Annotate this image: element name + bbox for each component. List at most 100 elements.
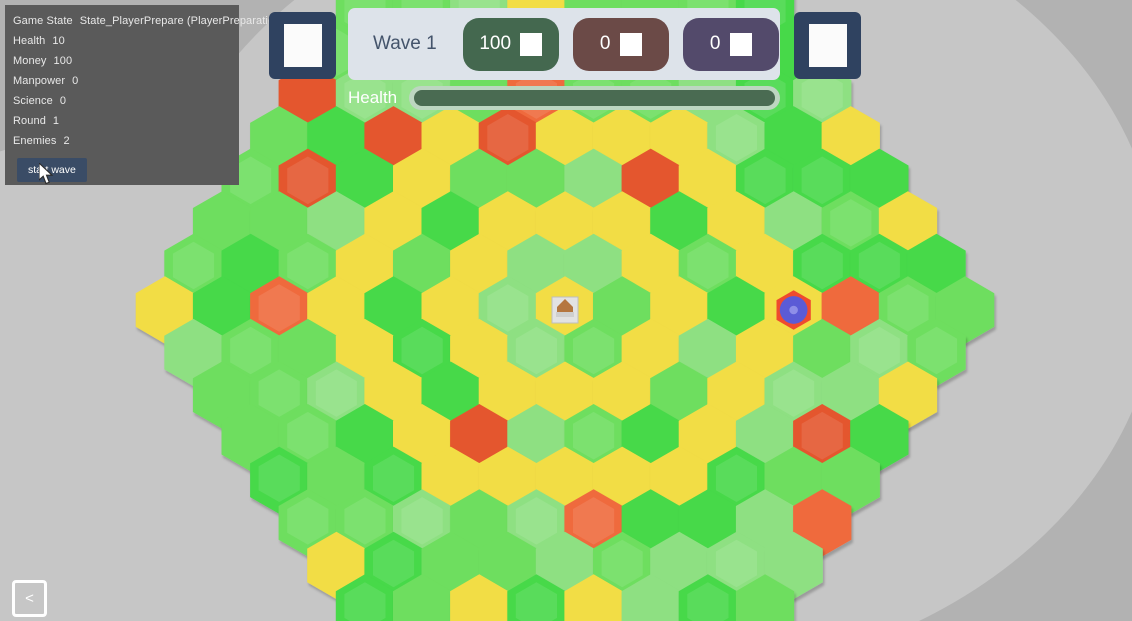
hex-tile[interactable]	[278, 489, 337, 557]
hex-tile[interactable]	[650, 106, 709, 174]
hex-tile[interactable]	[507, 148, 566, 216]
hex-tile[interactable]	[335, 148, 395, 216]
hex-tile[interactable]	[364, 361, 423, 429]
hex-tile[interactable]	[364, 531, 423, 600]
hex-tile[interactable]	[393, 574, 452, 621]
hex-tile[interactable]	[335, 233, 395, 302]
hex-tile[interactable]	[878, 191, 938, 259]
hex-tile[interactable]	[250, 361, 309, 429]
hex-tile[interactable]	[564, 404, 623, 472]
hex-tile[interactable]	[307, 191, 366, 259]
hex-tile[interactable]	[535, 446, 595, 514]
hex-tile[interactable]	[450, 148, 509, 216]
hex-tile[interactable]	[707, 191, 766, 259]
hex-tile[interactable]	[307, 106, 366, 174]
hex-tile[interactable]	[650, 446, 709, 514]
hex-tile[interactable]	[450, 233, 509, 302]
hex-tile[interactable]	[393, 148, 452, 216]
hex-tile[interactable]	[278, 318, 337, 387]
hex-tile[interactable]	[593, 531, 652, 600]
hex-tile[interactable]	[850, 148, 909, 216]
hud-left-square-button[interactable]	[269, 12, 336, 79]
resource-pill-science[interactable]: 0	[682, 17, 779, 71]
hex-tile[interactable]	[793, 404, 852, 472]
hex-tile[interactable]	[478, 531, 537, 600]
hex-tile[interactable]	[192, 276, 252, 344]
hex-tile[interactable]	[421, 531, 480, 600]
hex-tile[interactable]	[678, 148, 737, 216]
hex-tile[interactable]	[678, 489, 737, 557]
hex-tile[interactable]	[450, 318, 509, 387]
hex-tile[interactable]	[278, 404, 337, 472]
hex-tile[interactable]	[793, 233, 852, 302]
hex-tile[interactable]	[850, 318, 909, 387]
hex-tile[interactable]	[735, 148, 795, 216]
hex-tile[interactable]	[707, 361, 766, 429]
hex-tile[interactable]	[421, 446, 480, 514]
hex-tile[interactable]	[907, 233, 966, 302]
hex-tile[interactable]	[621, 318, 680, 387]
hex-tile[interactable]	[793, 63, 852, 131]
hex-tile[interactable]	[278, 63, 337, 131]
hex-tile[interactable]	[764, 446, 823, 514]
hex-tile[interactable]	[764, 361, 823, 429]
hex-tile[interactable]	[335, 404, 395, 472]
hex-tile[interactable]	[907, 318, 966, 387]
hex-tile[interactable]	[164, 318, 223, 387]
hex-tile[interactable]	[364, 191, 423, 259]
hex-tile[interactable]	[678, 318, 737, 387]
hex-tile[interactable]	[707, 531, 766, 600]
hex-tile[interactable]	[650, 361, 709, 429]
hex-tile[interactable]	[335, 489, 395, 557]
hex-tile[interactable]	[393, 404, 452, 472]
hex-tile[interactable]	[735, 489, 795, 557]
hex-tile[interactable]	[192, 361, 252, 429]
hex-tile[interactable]	[221, 318, 280, 387]
hex-tile[interactable]	[621, 404, 680, 472]
hex-tile[interactable]	[221, 233, 280, 302]
hex-tile[interactable]	[564, 148, 623, 216]
hex-tile[interactable]	[564, 318, 623, 387]
hex-tile[interactable]	[793, 148, 852, 216]
hex-tile[interactable]	[478, 106, 537, 174]
player-base-marker[interactable]	[551, 296, 579, 324]
hex-tile[interactable]	[364, 276, 423, 344]
hex-tile[interactable]	[621, 489, 680, 557]
hex-tile[interactable]	[421, 276, 480, 344]
hex-tile[interactable]	[221, 404, 280, 472]
hex-tile[interactable]	[821, 446, 880, 514]
hex-tile[interactable]	[621, 148, 680, 216]
hex-tile[interactable]	[364, 106, 423, 174]
hex-tile[interactable]	[764, 106, 823, 174]
hex-tile[interactable]	[535, 191, 595, 259]
hex-tile[interactable]	[507, 318, 566, 387]
hex-tile[interactable]	[735, 574, 795, 621]
hex-tile[interactable]	[393, 318, 452, 387]
hex-tile[interactable]	[478, 446, 537, 514]
hex-tile[interactable]	[535, 531, 595, 600]
hex-tile[interactable]	[393, 489, 452, 557]
hex-tile[interactable]	[593, 361, 652, 429]
hex-tile[interactable]	[421, 191, 480, 259]
hex-tile[interactable]	[535, 361, 595, 429]
hex-tile[interactable]	[821, 191, 880, 259]
hex-tile[interactable]	[593, 106, 652, 174]
hex-tile[interactable]	[707, 276, 766, 344]
resource-pill-manpower[interactable]: 0	[572, 17, 669, 71]
hex-tile[interactable]	[192, 191, 252, 259]
hex-tile[interactable]	[250, 276, 309, 344]
hud-right-square-button[interactable]	[794, 12, 861, 79]
hex-tile[interactable]	[535, 106, 595, 174]
hex-tile[interactable]	[478, 361, 537, 429]
hex-tile[interactable]	[250, 191, 309, 259]
hex-tile[interactable]	[135, 276, 194, 344]
hex-tile[interactable]	[850, 233, 909, 302]
hex-tile[interactable]	[564, 233, 623, 302]
hex-tile[interactable]	[650, 191, 709, 259]
hex-tile[interactable]	[450, 489, 509, 557]
hex-tile[interactable]	[650, 531, 709, 600]
hex-tile[interactable]	[650, 276, 709, 344]
hex-tile[interactable]	[478, 276, 537, 344]
hex-tile[interactable]	[764, 531, 823, 600]
